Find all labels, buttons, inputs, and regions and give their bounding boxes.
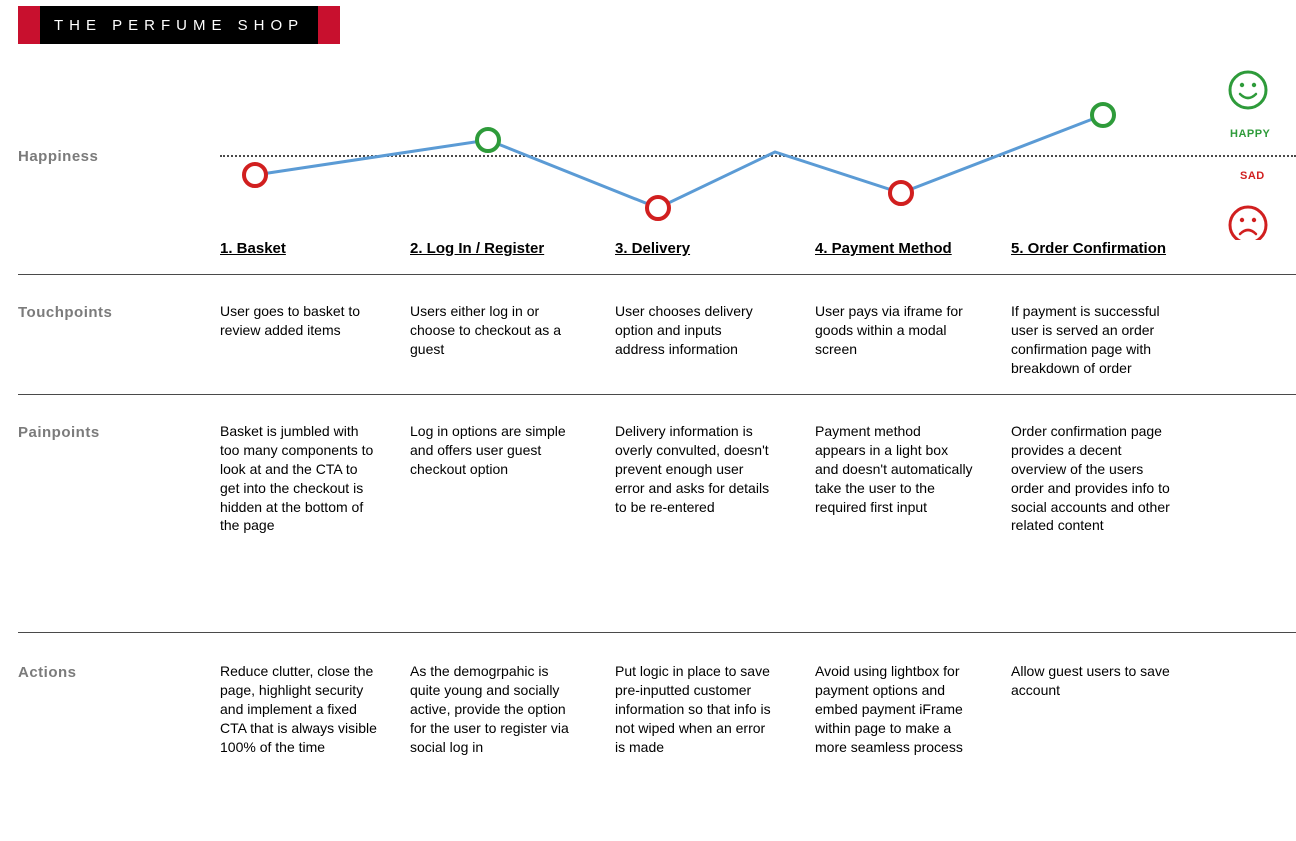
stage-header-5: 5. Order Confirmation bbox=[1011, 240, 1191, 257]
logo-text: THE PERFUME SHOP bbox=[40, 6, 318, 44]
logo-red-left bbox=[18, 6, 40, 44]
happiness-point-1 bbox=[244, 164, 266, 186]
row-label-happiness: Happiness bbox=[18, 148, 98, 165]
happy-face-icon bbox=[1230, 72, 1266, 108]
action-text-2: As the demogrpahic is quite young and so… bbox=[410, 662, 570, 756]
touchpoint-text-1: User goes to basket to review added item… bbox=[220, 302, 380, 340]
stage-header-2: 2. Log In / Register bbox=[410, 240, 590, 257]
happiness-point-5 bbox=[890, 182, 912, 204]
logo-red-right bbox=[318, 6, 340, 44]
stage-header-4: 4. Payment Method bbox=[815, 240, 995, 257]
happiness-point-3 bbox=[647, 197, 669, 219]
touchpoint-text-3: User chooses delivery option and inputs … bbox=[615, 302, 775, 359]
sad-label: SAD bbox=[1240, 170, 1265, 182]
divider-2 bbox=[18, 394, 1296, 395]
divider-1 bbox=[18, 274, 1296, 275]
action-text-4: Avoid using lightbox for payment options… bbox=[815, 662, 975, 756]
painpoint-text-2: Log in options are simple and offers use… bbox=[410, 422, 570, 479]
happiness-line bbox=[255, 115, 1103, 208]
happiness-point-6 bbox=[1092, 104, 1114, 126]
happiness-point-2 bbox=[477, 129, 499, 151]
painpoint-text-5: Order confirmation page provides a decen… bbox=[1011, 422, 1171, 535]
action-text-5: Allow guest users to save account bbox=[1011, 662, 1171, 700]
stage-header-1: 1. Basket bbox=[220, 240, 400, 257]
sad-face-icon bbox=[1230, 207, 1266, 240]
action-text-1: Reduce clutter, close the page, highligh… bbox=[220, 662, 380, 756]
happy-label: HAPPY bbox=[1230, 128, 1270, 140]
happiness-chart bbox=[220, 70, 1280, 240]
touchpoint-text-5: If payment is successful user is served … bbox=[1011, 302, 1171, 378]
touchpoint-text-2: Users either log in or choose to checkou… bbox=[410, 302, 570, 359]
painpoint-text-4: Payment method appears in a light box an… bbox=[815, 422, 975, 516]
painpoint-text-1: Basket is jumbled with too many componen… bbox=[220, 422, 380, 535]
divider-3 bbox=[18, 632, 1296, 633]
stage-header-3: 3. Delivery bbox=[615, 240, 795, 257]
touchpoint-text-4: User pays via iframe for goods within a … bbox=[815, 302, 975, 359]
row-label-touchpoints: Touchpoints bbox=[18, 304, 112, 321]
painpoint-text-3: Delivery information is overly convulted… bbox=[615, 422, 775, 516]
brand-logo: THE PERFUME SHOP bbox=[18, 6, 340, 44]
row-label-painpoints: Painpoints bbox=[18, 424, 100, 441]
happiness-line-svg bbox=[220, 70, 1280, 240]
row-label-actions: Actions bbox=[18, 664, 77, 681]
action-text-3: Put logic in place to save pre-inputted … bbox=[615, 662, 775, 756]
